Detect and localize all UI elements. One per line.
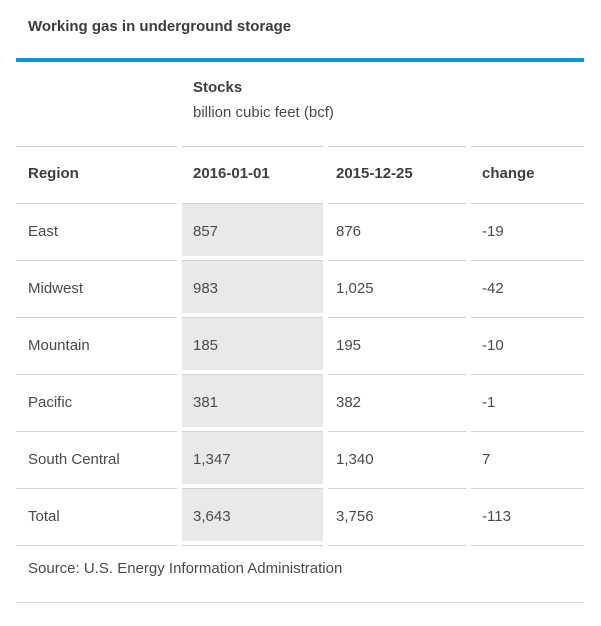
cell-previous-stock: 1,340	[328, 431, 466, 488]
cell-change: -19	[471, 203, 584, 260]
cell-region: Mountain	[16, 317, 177, 374]
cell-previous-stock: 382	[328, 374, 466, 431]
cell-region: East	[16, 203, 177, 260]
widget-container: Working gas in underground storage Stock…	[16, 0, 584, 603]
cell-current-stock: 185	[182, 317, 323, 374]
table-row-total: Total 3,643 3,756 -113	[16, 488, 584, 545]
table-row: Mountain 185 195 -10	[16, 317, 584, 374]
table-group-header: Stocks billion cubic feet (bcf)	[182, 62, 584, 146]
cell-change: -113	[471, 488, 584, 545]
cell-change: -10	[471, 317, 584, 374]
cell-previous-stock: 876	[328, 203, 466, 260]
cell-previous-stock: 3,756	[328, 488, 466, 545]
cell-current-stock: 983	[182, 260, 323, 317]
table-row: Midwest 983 1,025 -42	[16, 260, 584, 317]
table-header-row: Region 2016-01-01 2015-12-25 change	[16, 146, 584, 203]
source-attribution: Source: U.S. Energy Information Administ…	[28, 560, 343, 577]
column-header-change: change	[471, 146, 584, 203]
table-row: Pacific 381 382 -1	[16, 374, 584, 431]
table-row: East 857 876 -19	[16, 203, 584, 260]
cell-previous-stock: 1,025	[328, 260, 466, 317]
cell-current-stock: 3,643	[182, 488, 323, 545]
cell-region: Total	[16, 488, 177, 545]
cell-previous-stock: 195	[328, 317, 466, 374]
cell-region: Midwest	[16, 260, 177, 317]
cell-change: 7	[471, 431, 584, 488]
column-header-current-week: 2016-01-01	[182, 146, 323, 203]
bottom-divider	[16, 602, 584, 603]
group-header-title: Stocks	[193, 79, 243, 96]
column-header-region: Region	[16, 146, 177, 203]
group-header-units: billion cubic feet (bcf)	[193, 104, 334, 121]
cell-current-stock: 1,347	[182, 431, 323, 488]
accent-divider	[16, 58, 584, 62]
column-header-previous-week: 2015-12-25	[328, 146, 466, 203]
cell-change: -1	[471, 374, 584, 431]
table-row: South Central 1,347 1,340 7	[16, 431, 584, 488]
cell-change: -42	[471, 260, 584, 317]
cell-region: Pacific	[16, 374, 177, 431]
cell-region: South Central	[16, 431, 177, 488]
cell-current-stock: 857	[182, 203, 323, 260]
cell-current-stock: 381	[182, 374, 323, 431]
widget-title: Working gas in underground storage	[28, 18, 292, 35]
